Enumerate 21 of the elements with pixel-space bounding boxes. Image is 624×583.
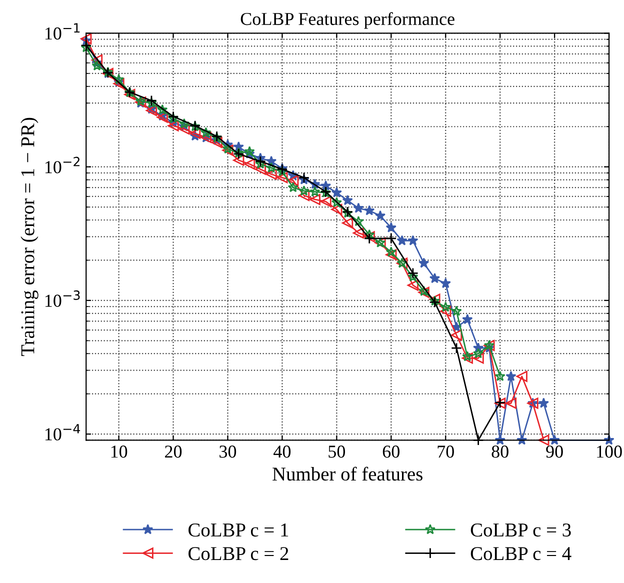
y-tick-label: 10$^{−4}$: [45, 424, 80, 440]
x-tick-label: 100: [597, 446, 622, 458]
x-tick-label: 20: [165, 446, 182, 458]
y-tick-label: 10$^{−3}$: [45, 290, 80, 307]
y-tick-label: 10$^{−2}$: [45, 156, 80, 174]
legend-label: CoLBP c = 3: [470, 524, 571, 537]
x-axis-title: Number of features: [272, 466, 422, 481]
chart-title: CoLBP Features performance: [240, 12, 454, 29]
x-tick-label: 50: [328, 446, 346, 458]
legend-label: CoLBP c = 2: [188, 547, 288, 560]
x-tick-label: 10: [111, 446, 128, 458]
x-tick-label: 40: [274, 446, 291, 458]
x-tick-label: 90: [546, 446, 563, 458]
legend-label: CoLBP c = 4: [470, 547, 572, 560]
x-tick-label: 60: [382, 446, 400, 458]
y-tick-label: 10$^{−1}$: [45, 23, 80, 40]
x-tick-label: 70: [438, 446, 454, 458]
legend-label: CoLBP c = 1: [188, 524, 288, 537]
x-tick-label: 80: [492, 446, 508, 458]
x-tick-label: 30: [220, 446, 236, 458]
y-axis-title: Training error (error = 1 − PR): [20, 118, 38, 356]
